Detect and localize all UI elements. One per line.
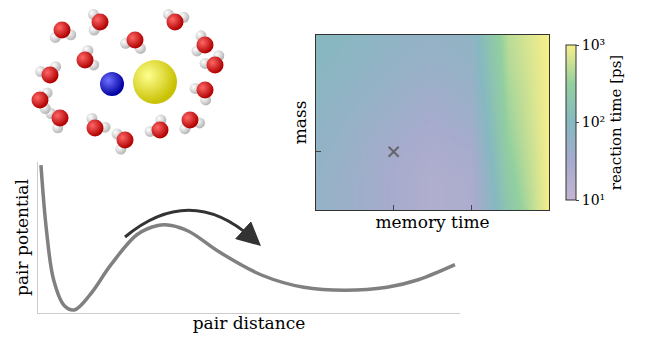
svg-text:mass: mass	[290, 101, 310, 145]
svg-text:10²: 10²	[582, 114, 605, 130]
svg-text:reaction time [ps]: reaction time [ps]	[607, 55, 625, 190]
svg-text:10³: 10³	[582, 37, 605, 53]
svg-text:pair potential: pair potential	[12, 179, 32, 296]
svg-text:memory time: memory time	[375, 212, 489, 232]
svg-text:pair distance: pair distance	[193, 313, 306, 333]
svg-text:10¹: 10¹	[582, 192, 605, 208]
